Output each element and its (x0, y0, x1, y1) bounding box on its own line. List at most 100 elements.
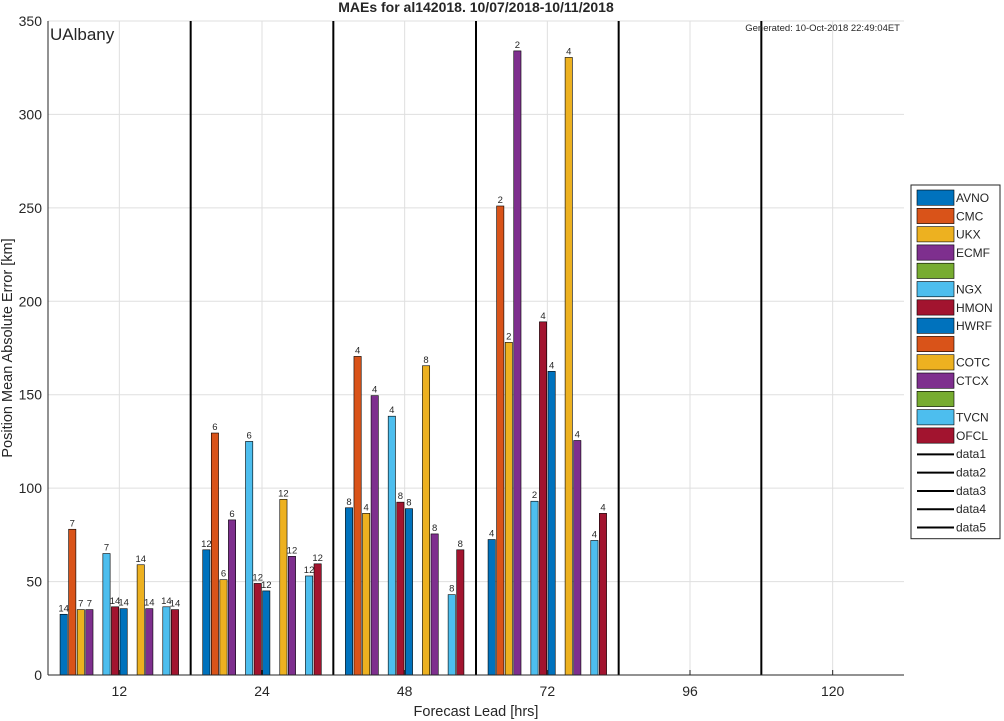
legend-label: CMC (956, 209, 984, 223)
bar-tvcn-48 (447, 594, 456, 676)
legend-label: UKX (956, 228, 981, 242)
bar-ecmf-72 (513, 50, 522, 676)
bar-ukx-48 (362, 513, 371, 676)
legend-label: COTC (956, 356, 990, 370)
bar-count-labels: 14 12 8 4 7 6 4 2 7 6 4 2 7 6 4 2 7 6 4 2 14 12 8 4 14 12 8 4 14 12 8 4… (58, 40, 605, 614)
legend-label: TVCN (956, 411, 989, 425)
x-axis-label: Forecast Lead [hrs] (414, 704, 539, 720)
legend-swatch (916, 390, 955, 407)
legend-label: OFCL (956, 429, 988, 443)
bar-hwrf-12 (119, 608, 128, 676)
legend-label: data2 (956, 466, 986, 480)
bar-hmon-48 (396, 501, 405, 676)
legend-swatch (916, 244, 955, 261)
bar-count-label: 4 (363, 502, 368, 513)
bar-ukx-12 (76, 609, 85, 676)
bar-count-label: 12 (304, 565, 315, 576)
bar-count-label: 12 (287, 545, 298, 556)
legend-label: NGX (956, 283, 982, 297)
bar-hmon-24 (253, 583, 262, 676)
y-tick-label: 300 (19, 106, 43, 122)
bar-count-label: 4 (592, 529, 597, 540)
bar-count-label: 14 (144, 598, 155, 609)
legend-label: HMON (956, 301, 993, 315)
legend-swatch (916, 336, 955, 352)
legend-label: data4 (956, 502, 986, 516)
bar-avno-72 (487, 539, 496, 676)
bar-count-label: 4 (575, 429, 580, 440)
bar-count-label: 4 (389, 405, 394, 416)
legend-label: HWRF (956, 319, 992, 333)
x-tick-label: 120 (821, 683, 845, 699)
y-axis-label: Position Mean Absolute Error [km] (0, 238, 16, 457)
legend-label: data3 (956, 484, 986, 498)
bar-ukx-72 (504, 342, 513, 676)
chart-title: MAEs for al142018. 10/07/2018-10/11/2018 (338, 0, 614, 15)
bar-ngx-12 (102, 553, 111, 676)
bar-count-label: 4 (600, 502, 605, 513)
x-tick-label: 12 (112, 683, 128, 699)
bar-ofcl-12 (171, 609, 179, 676)
bar-ecmf-24 (228, 519, 236, 676)
bar-ctcx-48 (430, 533, 439, 676)
bar-count-label: 7 (87, 599, 92, 610)
bar-ofcl-48 (456, 549, 465, 676)
y-tick-label: 250 (19, 200, 43, 216)
bar-cmc-12 (68, 528, 77, 676)
bar-ngx-24 (245, 441, 254, 676)
bar-ecmf-48 (370, 395, 379, 676)
bar-hmon-12 (111, 606, 119, 676)
bar-ctcx-24 (288, 556, 296, 676)
legend-swatch (916, 262, 955, 279)
bar-ukx-24 (219, 579, 228, 676)
bar-ctcx-72 (573, 440, 582, 676)
legend-swatch (916, 317, 955, 334)
x-tick-label: 96 (682, 683, 698, 699)
bar-ofcl-24 (313, 563, 322, 676)
y-tick-label: 100 (19, 480, 43, 496)
bar-count-label: 2 (515, 40, 520, 51)
legend-swatch (916, 226, 955, 243)
group-separators (189, 21, 763, 675)
y-tick-label: 50 (26, 574, 42, 590)
bar-count-label: 8 (398, 491, 403, 502)
bar-count-label: 2 (498, 195, 503, 206)
bar-count-label: 7 (70, 518, 75, 529)
bar-count-label: 6 (212, 422, 217, 433)
bar-count-label: 14 (110, 596, 121, 607)
bar-cotc-72 (564, 57, 573, 676)
generated-timestamp: Generated: 10-Oct-2018 22:49:04ET (745, 23, 900, 34)
bar-count-label: 4 (372, 385, 377, 396)
bar-hwrf-48 (405, 508, 413, 676)
bar-tvcn-12 (162, 606, 171, 676)
legend-swatch (916, 427, 955, 444)
y-tick-label: 0 (34, 667, 42, 683)
bar-cotc-24 (279, 499, 288, 676)
legend-swatch (916, 299, 955, 316)
legend-swatch (916, 372, 955, 389)
bar-count-label: 12 (261, 580, 272, 591)
bar-count-label: 8 (458, 539, 463, 550)
bar-cmc-72 (496, 205, 505, 676)
legend: AVNO CMC UKX ECMF NGX HMON HWRF COTC CTCX TVCN OFC… (910, 184, 1001, 540)
bar-cmc-48 (353, 356, 362, 676)
bar-count-label: 8 (432, 523, 437, 534)
bar-count-label: 14 (135, 554, 146, 565)
bar-count-label: 12 (312, 553, 323, 564)
legend-swatch (916, 409, 955, 426)
bar-ecmf-12 (85, 609, 94, 676)
bar-count-label: 4 (566, 46, 571, 57)
bar-count-label: 14 (170, 599, 181, 610)
bar-count-label: 8 (449, 584, 454, 595)
bar-count-label: 6 (221, 569, 226, 580)
legend-swatch (916, 354, 955, 371)
bar-count-label: 12 (252, 572, 263, 583)
bar-count-label: 2 (532, 490, 537, 501)
legend-swatch (916, 281, 955, 298)
bar-count-label: 7 (104, 543, 109, 554)
bar-cotc-48 (422, 365, 431, 676)
legend-label: AVNO (956, 191, 989, 205)
bar-ctcx-12 (145, 608, 154, 676)
